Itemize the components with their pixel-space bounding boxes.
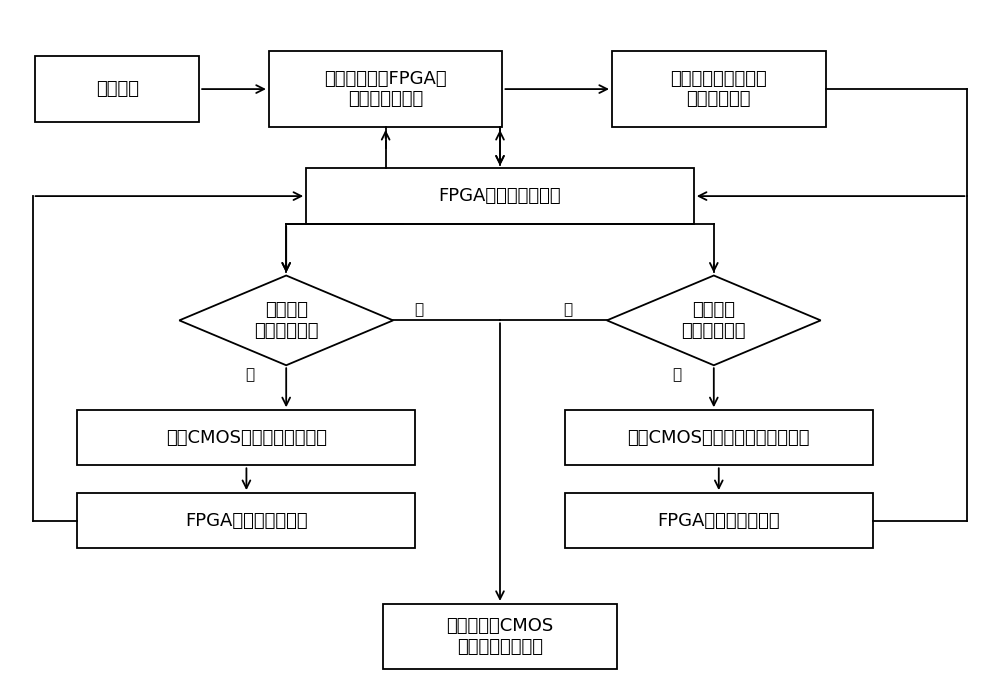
Text: 第二工作模式FPGA温
度修正提高过程: 第二工作模式FPGA温 度修正提高过程 (324, 70, 447, 109)
Bar (383, 604, 617, 670)
Text: 所有CMOS非门电路停止工作: 所有CMOS非门电路停止工作 (166, 429, 327, 447)
Bar (306, 168, 694, 223)
Bar (612, 51, 826, 127)
Text: 自身温度
大于第一阈值: 自身温度 大于第一阈值 (254, 301, 318, 340)
Text: 整个产品电路温度达
到第一预设值: 整个产品电路温度达 到第一预设值 (670, 70, 767, 109)
Polygon shape (179, 276, 393, 365)
Text: FPGA自身的温度上升: FPGA自身的温度上升 (657, 512, 780, 530)
Text: 所有CMOS非门电路处于工作状态: 所有CMOS非门电路处于工作状态 (628, 429, 810, 447)
Text: 是: 是 (672, 367, 682, 381)
Text: FPGA获取自身的温度: FPGA获取自身的温度 (439, 187, 561, 205)
Text: 不改变所有CMOS
非门电路工作状态: 不改变所有CMOS 非门电路工作状态 (446, 617, 554, 656)
Bar (35, 56, 199, 122)
Text: 低温环境: 低温环境 (96, 80, 139, 98)
Bar (565, 410, 873, 466)
Bar (565, 493, 873, 548)
Bar (77, 493, 415, 548)
Bar (77, 410, 415, 466)
Text: 是: 是 (245, 367, 254, 381)
Polygon shape (607, 276, 821, 365)
Text: 自身温度
小于第二阈值: 自身温度 小于第二阈值 (682, 301, 746, 340)
Text: 否: 否 (563, 303, 572, 317)
Text: FPGA自身的温度下降: FPGA自身的温度下降 (185, 512, 308, 530)
Text: 否: 否 (414, 303, 423, 317)
Bar (269, 51, 502, 127)
